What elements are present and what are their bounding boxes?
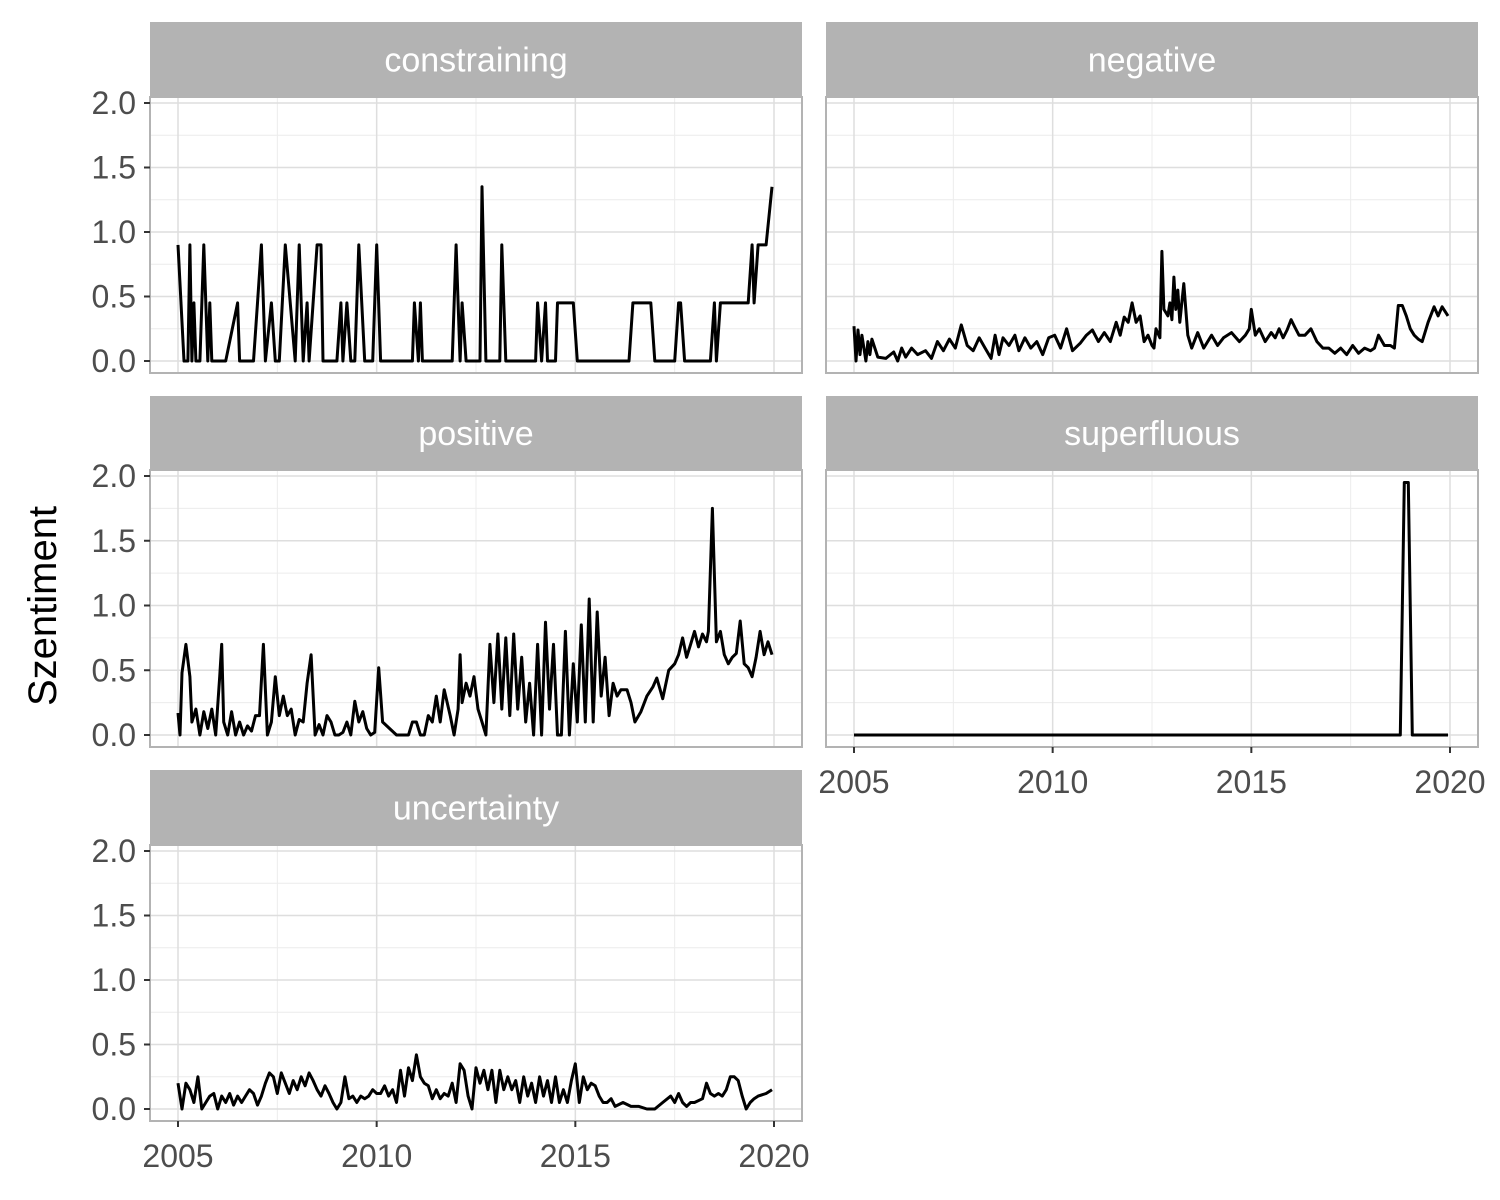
x-tick-label: 2020 [1414, 764, 1485, 800]
facet-title: negative [1088, 42, 1217, 80]
y-tick-label: 1.0 [92, 962, 136, 998]
x-tick-label: 2010 [341, 1138, 412, 1174]
panel-border [149, 96, 803, 374]
series-line-constraining [176, 185, 774, 363]
series-line-negative [852, 249, 1450, 363]
y-tick-label: 2.0 [92, 458, 136, 494]
facet-strip [826, 22, 1478, 97]
y-tick-label: 0.0 [92, 343, 136, 379]
y-tick-label: 0.5 [92, 652, 136, 688]
y-tick-label: 0.0 [92, 717, 136, 753]
x-tick-label: 2010 [1017, 764, 1088, 800]
panel-border [149, 469, 803, 748]
series-line-superfluous [854, 481, 1448, 737]
facet-title: superfluous [1064, 415, 1240, 453]
panel-border [825, 96, 1479, 374]
facet-strip [150, 396, 802, 470]
facet-panel-superfluous: superfluous 2005 2010 2015 2020 [818, 396, 1486, 800]
y-tick-label: 2.0 [92, 833, 136, 869]
x-tick-label: 2005 [818, 764, 889, 800]
facet-title: constraining [384, 42, 567, 80]
y-tick-label: 2.0 [92, 85, 136, 121]
x-tick-label: 2015 [1216, 764, 1287, 800]
facet-panel-negative: negative [825, 22, 1479, 374]
x-tick-label: 2005 [142, 1138, 213, 1174]
y-tick-label: 0.0 [92, 1091, 136, 1127]
y-tick-label: 0.5 [92, 1027, 136, 1063]
panel-border [825, 469, 1479, 748]
y-tick-label: 1.5 [92, 150, 136, 186]
facet-strip [150, 770, 802, 845]
facet-panel-constraining: constraining 0.0 0.5 1.0 1.5 2.0 [92, 22, 803, 379]
y-axis-label: Szentiment [21, 506, 65, 706]
facet-panel-positive: positive 0.0 0.5 1.0 1.5 2.0 [92, 396, 803, 753]
y-tick-label: 1.0 [92, 214, 136, 250]
series-line-uncertainty [176, 1053, 773, 1111]
facet-title: uncertainty [393, 790, 559, 828]
x-tick-label: 2015 [540, 1138, 611, 1174]
facet-panel-uncertainty: uncertainty 0.0 0.5 1.0 1.5 2.0 2005 2010 2015 20… [92, 770, 810, 1174]
y-tick-label: 1.0 [92, 588, 136, 624]
facet-strip [826, 396, 1478, 470]
y-tick-label: 1.5 [92, 898, 136, 934]
y-tick-label: 0.5 [92, 279, 136, 315]
x-tick-label: 2020 [738, 1138, 809, 1174]
series-line-positive [176, 506, 774, 737]
facet-strip [150, 22, 802, 97]
facet-title: positive [418, 415, 533, 453]
y-tick-label: 1.5 [92, 523, 136, 559]
panel-border [149, 844, 803, 1122]
